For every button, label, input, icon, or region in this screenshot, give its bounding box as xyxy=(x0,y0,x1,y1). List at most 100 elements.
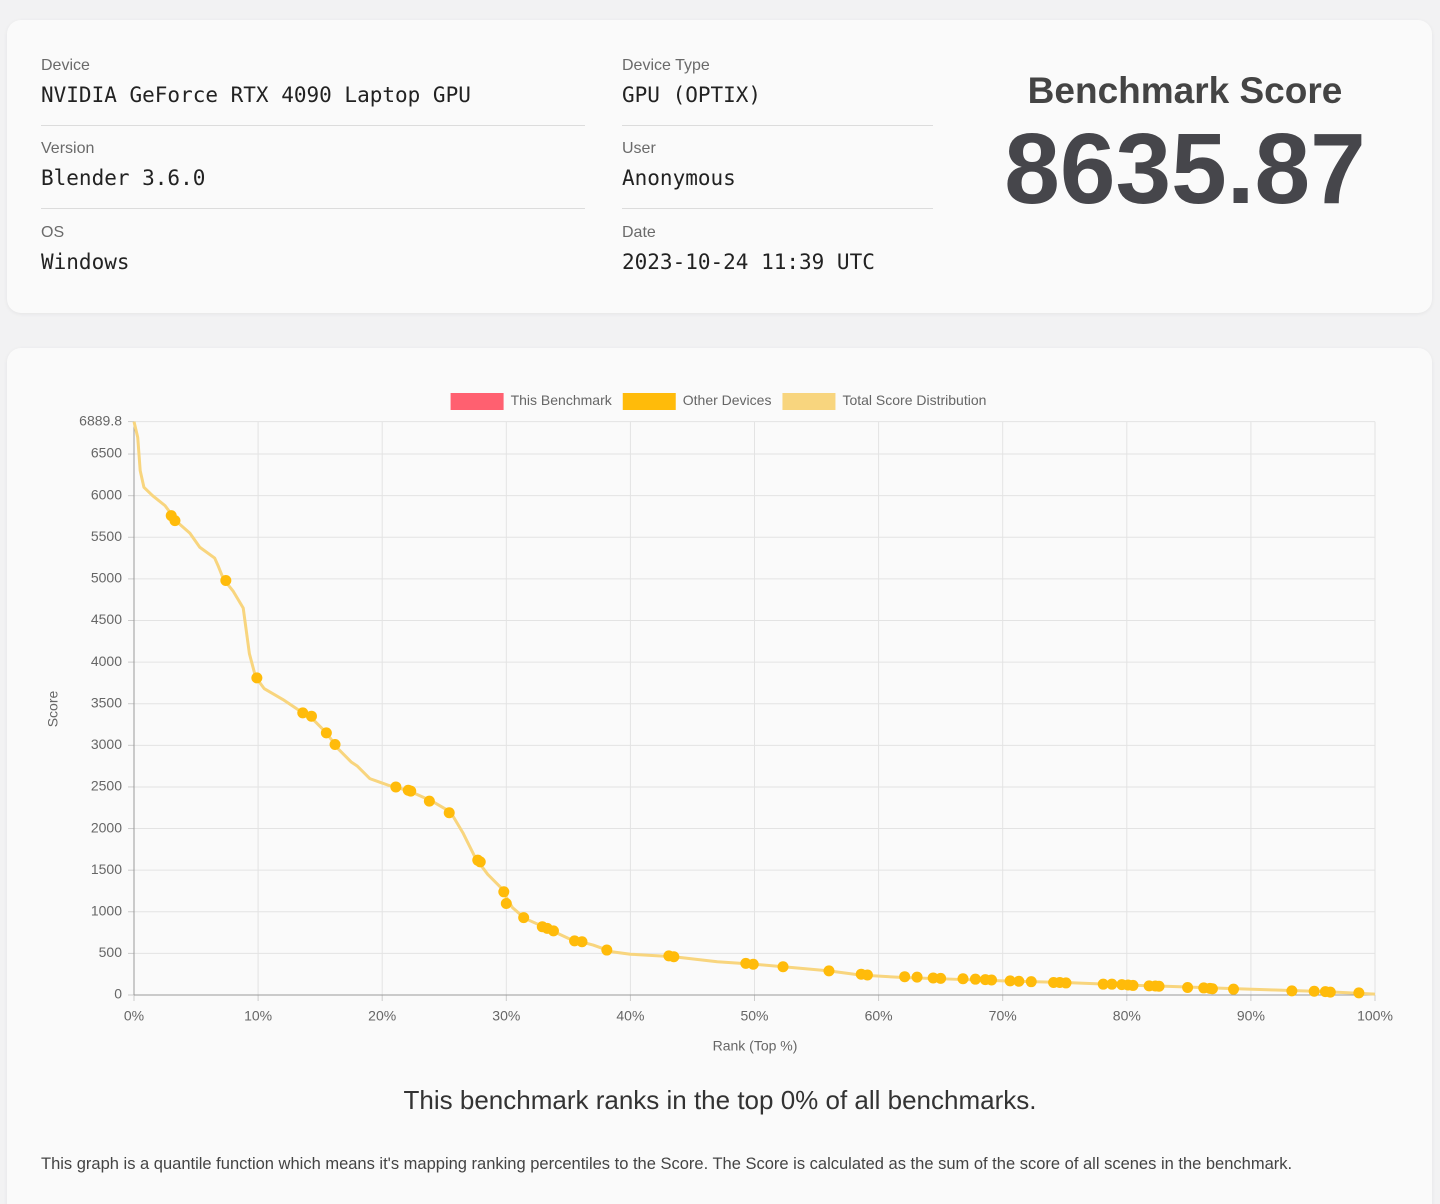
field-value: GPU (OPTIX) xyxy=(622,83,762,107)
data-point xyxy=(1060,977,1072,989)
data-point xyxy=(1127,979,1139,991)
data-point xyxy=(1228,983,1240,995)
x-tick-label: 30% xyxy=(492,1008,520,1024)
legend-swatch xyxy=(450,393,504,410)
chart: Score Rank (Top %) 0 500 1000 1500 2000 2500 3… xyxy=(45,392,1393,1054)
x-tick-label: 60% xyxy=(865,1008,893,1024)
field-value: Anonymous xyxy=(622,166,736,190)
data-point xyxy=(305,710,317,722)
data-point xyxy=(1106,978,1118,990)
data-point xyxy=(861,969,873,981)
y-tick-label: 1500 xyxy=(91,861,122,877)
y-tick-label: 4500 xyxy=(91,611,122,627)
field-label: OS xyxy=(41,224,65,241)
note: This graph is a quantile function which … xyxy=(41,1155,1293,1173)
x-axis-title: Rank (Top %) xyxy=(713,1038,798,1054)
separator xyxy=(41,208,585,209)
x-tick-label: 20% xyxy=(368,1008,396,1024)
data-point xyxy=(1004,975,1016,987)
legend-label: Other Devices xyxy=(683,392,772,408)
x-tick-label: 0% xyxy=(124,1008,144,1024)
legend-swatch xyxy=(782,393,836,410)
data-point xyxy=(1097,978,1109,990)
data-point xyxy=(668,951,680,963)
data-point xyxy=(329,738,341,750)
summary: This benchmark ranks in the top 0% of al… xyxy=(403,1085,1037,1115)
y-tick-label: 5000 xyxy=(91,570,122,586)
data-point xyxy=(297,707,309,719)
chart-card xyxy=(7,348,1432,1204)
y-tick-label: 6000 xyxy=(91,486,122,502)
y-tick-label: 3000 xyxy=(91,736,122,752)
field-label: Version xyxy=(41,140,95,157)
data-point xyxy=(251,672,263,684)
data-point xyxy=(423,795,435,807)
field-label: User xyxy=(622,140,656,157)
y-tick-label: 3500 xyxy=(91,694,122,710)
y-tick-label: 0 xyxy=(114,986,122,1002)
field-value: NVIDIA GeForce RTX 4090 Laptop GPU xyxy=(41,83,471,107)
data-point xyxy=(1206,983,1218,995)
data-point xyxy=(390,781,402,793)
data-point xyxy=(1153,980,1165,992)
field-value: Windows xyxy=(41,250,130,274)
data-point xyxy=(498,886,510,898)
data-point xyxy=(1308,985,1320,997)
separator xyxy=(622,125,933,126)
data-point xyxy=(320,727,332,739)
data-point xyxy=(443,807,455,819)
field-value: 2023-10-24 11:39 UTC xyxy=(622,250,875,274)
data-point xyxy=(747,958,759,970)
data-point xyxy=(1025,976,1037,988)
data-point xyxy=(576,936,588,948)
data-point xyxy=(405,785,417,797)
data-point xyxy=(500,897,512,909)
x-tick-label: 100% xyxy=(1357,1008,1393,1024)
x-tick-label: 90% xyxy=(1237,1008,1265,1024)
y-tick-label: 500 xyxy=(99,944,123,960)
data-point xyxy=(547,925,559,937)
data-point xyxy=(899,971,911,983)
data-point xyxy=(986,974,998,986)
data-point xyxy=(935,972,947,984)
data-point xyxy=(220,575,232,587)
field-label: Date xyxy=(622,224,656,241)
data-point xyxy=(601,944,613,956)
data-point xyxy=(969,973,981,985)
y-tick-label: 6500 xyxy=(91,445,122,461)
y-axis-title: Score xyxy=(45,691,61,728)
separator xyxy=(41,125,585,126)
legend-label: This Benchmark xyxy=(511,392,613,408)
y-tick-label: 2500 xyxy=(91,778,122,794)
separator xyxy=(622,208,933,209)
legend-label: Total Score Distribution xyxy=(842,392,986,408)
y-tick-label: 4000 xyxy=(91,653,122,669)
x-tick-label: 70% xyxy=(989,1008,1017,1024)
data-point xyxy=(1286,985,1298,997)
y-tick-label: 2000 xyxy=(91,819,122,835)
data-point xyxy=(1353,987,1365,999)
data-point xyxy=(1013,975,1025,987)
score-label: Benchmark Score xyxy=(1027,70,1343,111)
data-point xyxy=(823,965,835,977)
data-point xyxy=(1182,982,1194,994)
score: 8635.87 xyxy=(1004,113,1366,225)
y-tick-label: 6889.8 xyxy=(79,412,122,428)
field-label: Device xyxy=(41,57,90,74)
data-point xyxy=(957,973,969,985)
x-tick-label: 50% xyxy=(740,1008,768,1024)
data-point xyxy=(911,971,923,983)
y-tick-label: 5500 xyxy=(91,528,122,544)
data-point xyxy=(474,856,486,868)
info-card: Device NVIDIA GeForce RTX 4090 Laptop GP… xyxy=(7,20,1432,313)
x-tick-label: 10% xyxy=(244,1008,272,1024)
field-value: Blender 3.6.0 xyxy=(41,166,206,190)
field-label: Device Type xyxy=(622,57,710,74)
data-point xyxy=(169,515,181,527)
legend-swatch xyxy=(622,393,676,410)
data-point xyxy=(777,961,789,973)
x-tick-label: 80% xyxy=(1113,1008,1141,1024)
x-tick-label: 40% xyxy=(616,1008,644,1024)
data-point xyxy=(1324,986,1336,998)
